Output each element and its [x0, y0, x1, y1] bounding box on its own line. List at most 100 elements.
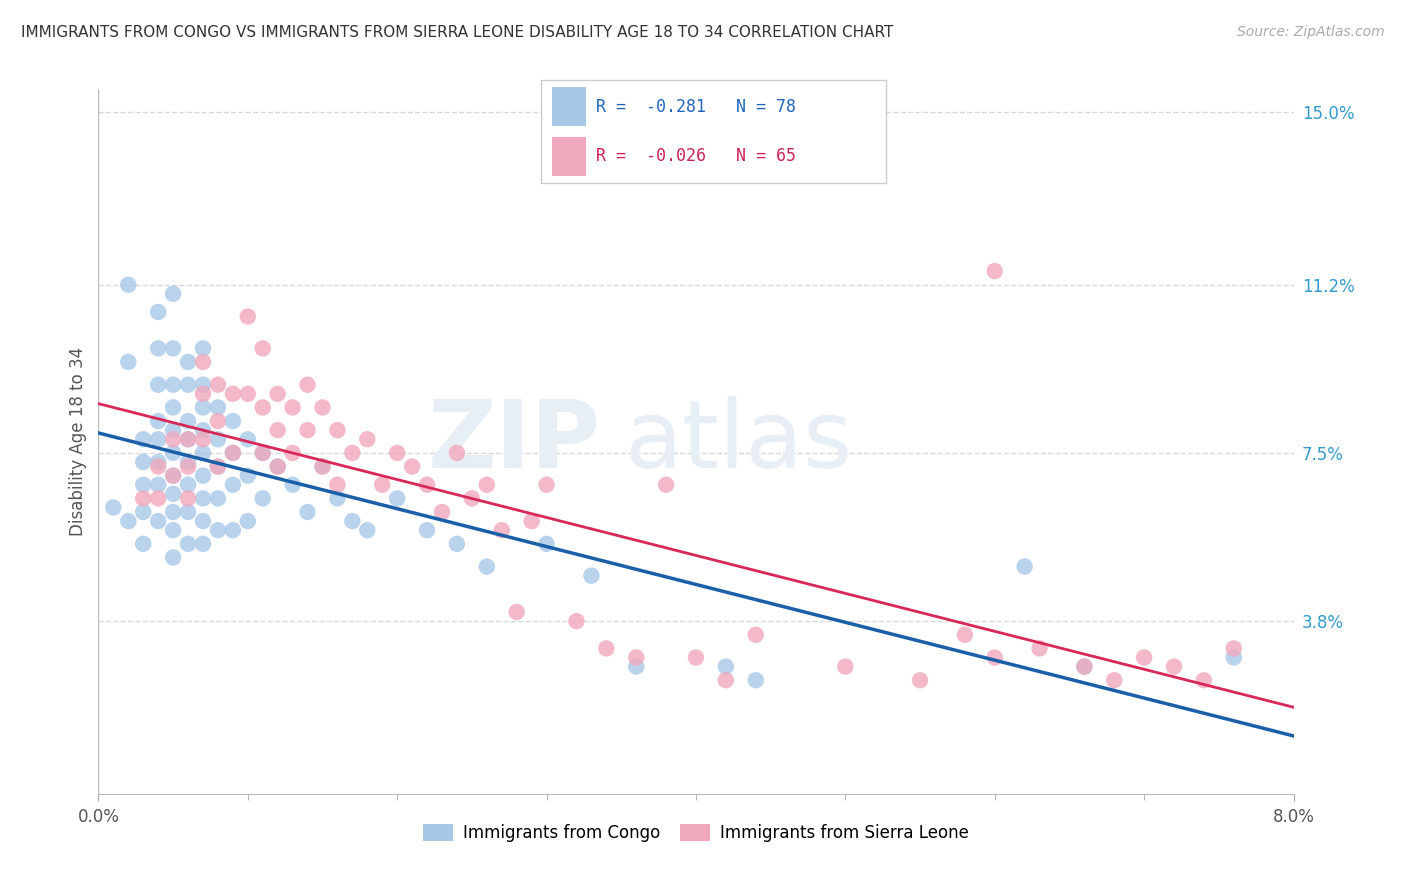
Point [148, 491, 170, 506]
Point [148, 477, 170, 491]
Point [385, 446, 409, 460]
Point [281, 401, 304, 415]
Point [311, 459, 333, 474]
Point [103, 500, 125, 515]
Point [148, 305, 170, 319]
Point [506, 605, 529, 619]
Point [191, 468, 214, 483]
Point [148, 459, 170, 474]
Point [236, 432, 259, 446]
Point [581, 568, 603, 582]
Point [177, 505, 200, 519]
Point [162, 432, 184, 446]
Point [236, 468, 259, 483]
Point [162, 468, 184, 483]
Point [297, 377, 319, 392]
Text: IMMIGRANTS FROM CONGO VS IMMIGRANTS FROM SIERRA LEONE DISABILITY AGE 18 TO 34 CO: IMMIGRANTS FROM CONGO VS IMMIGRANTS FROM… [21, 25, 893, 40]
Point [207, 432, 229, 446]
Point [252, 446, 274, 460]
Bar [551, 136, 586, 176]
Point [281, 446, 304, 460]
Point [132, 477, 155, 491]
Text: R =  -0.026   N = 65: R = -0.026 N = 65 [596, 147, 796, 165]
Point [162, 423, 184, 437]
Point [162, 286, 184, 301]
Point [908, 673, 931, 688]
Point [714, 659, 737, 673]
Point [222, 523, 245, 537]
Text: atlas: atlas [624, 395, 852, 488]
Point [132, 505, 155, 519]
Point [117, 355, 139, 369]
Point [162, 505, 184, 519]
Point [177, 537, 200, 551]
Y-axis label: Disability Age 18 to 34: Disability Age 18 to 34 [69, 347, 87, 536]
Point [326, 423, 349, 437]
Point [626, 650, 648, 665]
Point [207, 491, 229, 506]
Point [491, 523, 513, 537]
Point [148, 432, 170, 446]
Point [401, 459, 423, 474]
Point [117, 277, 139, 292]
Point [236, 310, 259, 324]
Point [191, 401, 214, 415]
Point [655, 477, 678, 491]
Text: ZIP: ZIP [427, 395, 600, 488]
Point [191, 491, 214, 506]
Point [177, 355, 200, 369]
Point [416, 523, 439, 537]
Point [416, 477, 439, 491]
Point [536, 537, 558, 551]
Point [148, 377, 170, 392]
Point [177, 455, 200, 469]
Point [222, 477, 245, 491]
Point [984, 264, 1007, 278]
Point [148, 514, 170, 528]
Point [207, 377, 229, 392]
Point [1014, 559, 1036, 574]
Point [148, 414, 170, 428]
Point [177, 491, 200, 506]
Point [475, 477, 498, 491]
Point [222, 446, 245, 460]
Point [222, 414, 245, 428]
Point [446, 446, 468, 460]
Point [177, 459, 200, 474]
Point [267, 386, 290, 401]
Point [342, 514, 364, 528]
Point [191, 355, 214, 369]
Point [385, 491, 409, 506]
Point [297, 505, 319, 519]
Point [745, 628, 768, 642]
Point [342, 446, 364, 460]
Point [326, 477, 349, 491]
Point [1104, 673, 1126, 688]
Point [191, 514, 214, 528]
Point [162, 550, 184, 565]
Point [177, 432, 200, 446]
Point [356, 432, 378, 446]
Point [191, 377, 214, 392]
Point [714, 673, 737, 688]
Point [207, 459, 229, 474]
Point [132, 537, 155, 551]
Point [177, 432, 200, 446]
Point [1223, 650, 1246, 665]
Text: Source: ZipAtlas.com: Source: ZipAtlas.com [1237, 25, 1385, 39]
Point [1163, 659, 1185, 673]
Point [148, 342, 170, 356]
Point [177, 477, 200, 491]
Point [371, 477, 394, 491]
Point [236, 514, 259, 528]
Point [1073, 659, 1095, 673]
Point [191, 432, 214, 446]
Point [162, 487, 184, 501]
Point [1073, 659, 1095, 673]
Point [162, 342, 184, 356]
Point [222, 386, 245, 401]
Point [162, 468, 184, 483]
Point [132, 432, 155, 446]
Point [117, 514, 139, 528]
Point [267, 459, 290, 474]
